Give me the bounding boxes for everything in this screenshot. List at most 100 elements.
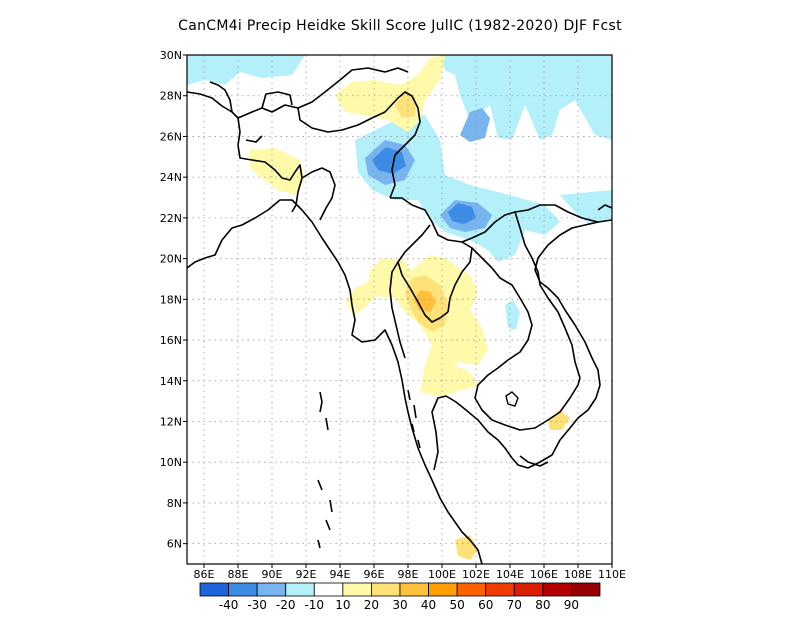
colorbar-labels: -40 -30 -20 -10 10 20 30 40 50 60 70 80 90 [219,598,579,612]
border-bangladesh [237,117,303,213]
border-myanmar-thailand [397,224,449,323]
colorbar-swatch [399,582,429,597]
lon-tick-label: 98E [398,568,419,581]
colorbar-swatch [485,582,515,597]
colorbar-swatch [428,582,458,597]
border-myanmar-south [389,261,406,359]
lat-tick-label: 16N [160,334,182,347]
lat-tick-label: 12N [160,415,182,428]
border-ne-india [297,91,421,199]
lat-tick-label: 26N [160,130,182,143]
skill-area-south-yellow [455,535,478,560]
latitude-tick-labels: 30N 28N 26N 24N 22N 20N 18N 16N 14N 12N 10N 8N 6N [160,49,187,551]
lat-tick-label: 10N [160,456,182,469]
border-laos-thailand [471,247,533,369]
lon-tick-label: 100E [428,568,456,581]
colorbar-swatch [456,582,487,597]
skill-area-north-yellow [335,55,445,132]
border-bangladesh-east [301,167,336,221]
colorbar-label: 10 [335,598,350,612]
lat-tick-label: 20N [160,253,182,266]
lon-tick-label: 108E [564,568,592,581]
lat-tick-label: 8N [167,497,182,510]
coastline-vietnam-south [519,455,549,467]
lon-tick-label: 94E [330,568,351,581]
skill-area-gulf-yellow [425,362,478,395]
lat-tick-label: 14N [160,375,182,388]
skill-area-gulf-yellow-2 [548,410,570,430]
border-myanmar-east [390,197,473,313]
skill-area-dark-blue-22n [448,203,476,224]
lon-tick-label: 102E [462,568,490,581]
border-laos-vietnam [514,211,581,379]
colorbar-label: 70 [507,598,522,612]
colorbar-label: 50 [450,598,465,612]
grid-lines [187,55,612,564]
lon-tick-label: 90E [262,568,283,581]
colorbar-label: -20 [276,598,296,612]
colorbar-swatch [199,582,229,597]
map-title: CanCM4i Precip Heidke Skill Score JulIC … [178,18,622,34]
skill-area-north-yellow-core [395,90,416,118]
colorbar-swatch [313,582,344,597]
lon-tick-label: 110E [598,568,626,581]
lat-tick-label: 24N [160,171,182,184]
coastline-islands-andaman [317,391,333,549]
colorbar-swatch [256,582,287,597]
longitude-tick-labels: 86E 88E 90E 92E 94E 96E 98E 100E 102E 104E 106E 108… [194,564,626,581]
lat-tick-label: 28N [160,90,182,103]
lon-tick-label: 86E [194,568,215,581]
skill-area-blue-27n [460,108,490,142]
border-cambodia-vietnam [491,377,581,431]
skill-area-north-cyan-band [440,55,612,140]
inland-water [505,391,519,407]
colorbar-swatch [371,582,401,597]
skill-area-east-cyan [560,190,612,225]
skill-area-bangladesh-yellow [250,148,305,195]
colorbar-label: 90 [564,598,579,612]
skill-area-dark-blue-24n [372,147,406,174]
lon-tick-label: 88E [228,568,249,581]
colorbar-swatch [542,582,572,597]
coastline-main [187,199,483,564]
colorbar-label: 60 [478,598,493,612]
colorbar-swatch [285,582,315,597]
lat-tick-label: 30N [160,49,182,62]
skill-area-thailand-orange [414,290,436,312]
colorbar-swatch [228,582,258,597]
colorbar [199,582,601,597]
country-borders [187,67,599,431]
border-bhutan [261,91,293,109]
colorbar-label: -40 [219,598,239,612]
colorbar-swatch [342,582,372,597]
colorbar-label: -10 [304,598,324,612]
colorbar-label: 40 [421,598,436,612]
border-china-laos [461,204,599,243]
border-bhutan-box [245,135,263,143]
colorbar-swatch [513,582,544,597]
coastline-gulf [431,219,612,471]
lat-tick-label: 22N [160,212,182,225]
colorbar-swatch [571,582,601,597]
coastline-islands-mergui [407,389,421,449]
border-thai-cambodia [474,367,499,421]
border-tibet [209,81,233,113]
border-himalaya [237,67,409,119]
lat-tick-label: 6N [167,538,182,551]
lon-tick-label: 96E [364,568,385,581]
colorbar-label: -30 [247,598,267,612]
map-frame [186,54,613,565]
border-nepal [187,91,239,119]
coastline-borders [187,199,612,564]
colorbar-label: 30 [392,598,407,612]
colorbar-label: 80 [535,598,550,612]
lake-tonle-sap [505,391,519,407]
coastline-hainan [597,204,612,211]
lon-tick-label: 106E [530,568,558,581]
skill-area-laos-cyan [505,300,520,330]
lon-tick-label: 92E [296,568,317,581]
colorbar-label: 20 [364,598,379,612]
lat-tick-label: 18N [160,293,182,306]
lon-tick-label: 104E [496,568,524,581]
